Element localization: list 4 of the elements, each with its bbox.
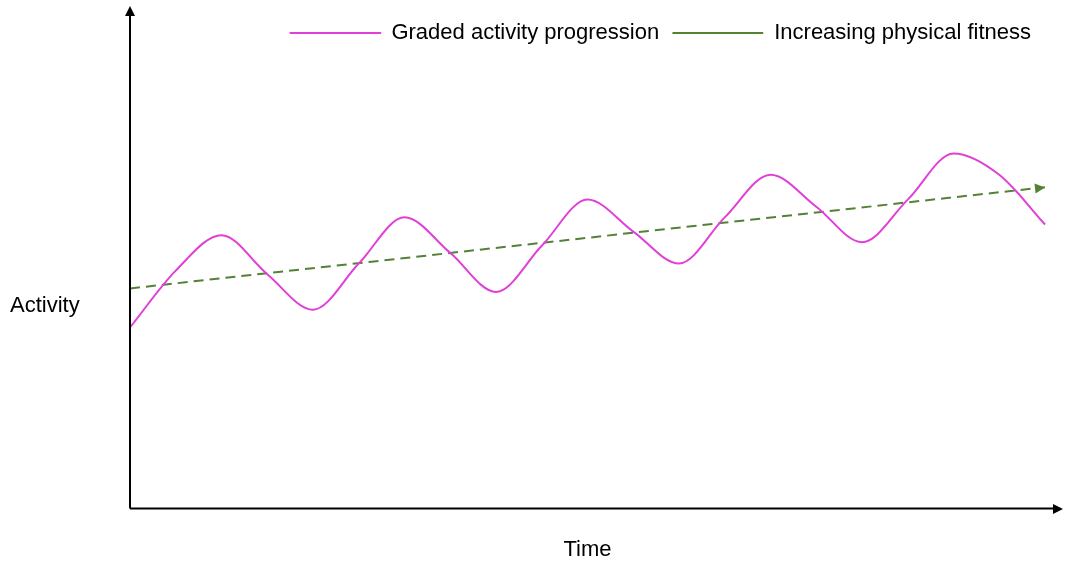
legend-label: Graded activity progression xyxy=(391,19,660,45)
x-axis-title: Time xyxy=(563,535,612,561)
legend-label: Increasing physical fitness xyxy=(774,19,1031,45)
y-axis-title: Activity xyxy=(10,292,80,318)
